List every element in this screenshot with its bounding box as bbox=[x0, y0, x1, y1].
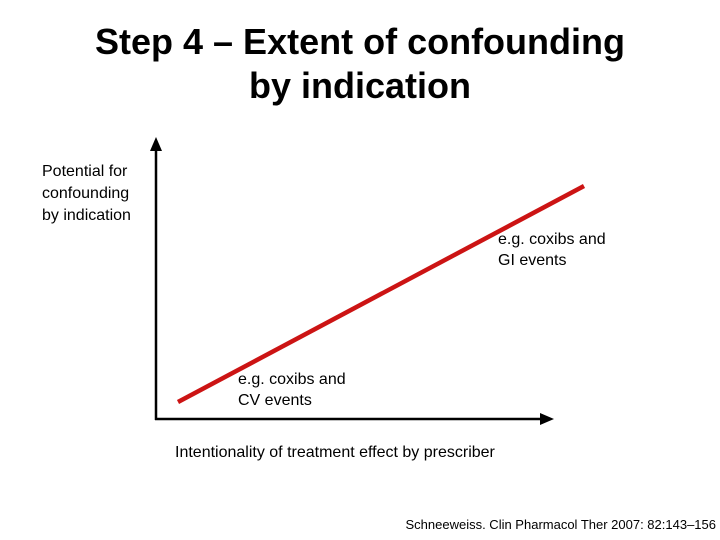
citation: Schneeweiss. Clin Pharmacol Ther 2007: 8… bbox=[405, 517, 716, 532]
annotation-gi-events: e.g. coxibs and GI events bbox=[498, 231, 606, 269]
slide-title-line-1: Step 4 – Extent of confounding bbox=[95, 21, 625, 62]
y-axis-label: Potential for confounding by indication bbox=[42, 163, 131, 224]
slide-title-line-2: by indication bbox=[248, 65, 471, 106]
x-axis-label: Intentionality of treatment effect by pr… bbox=[175, 444, 495, 461]
annotation-cv-events: e.g. coxibs and CV events bbox=[238, 371, 346, 409]
slide-title: Step 4 – Extent of confounding by indica… bbox=[0, 20, 720, 108]
x-axis-arrowhead-icon bbox=[540, 413, 554, 425]
y-axis-arrowhead-icon bbox=[150, 137, 162, 151]
trend-line bbox=[176, 184, 586, 404]
